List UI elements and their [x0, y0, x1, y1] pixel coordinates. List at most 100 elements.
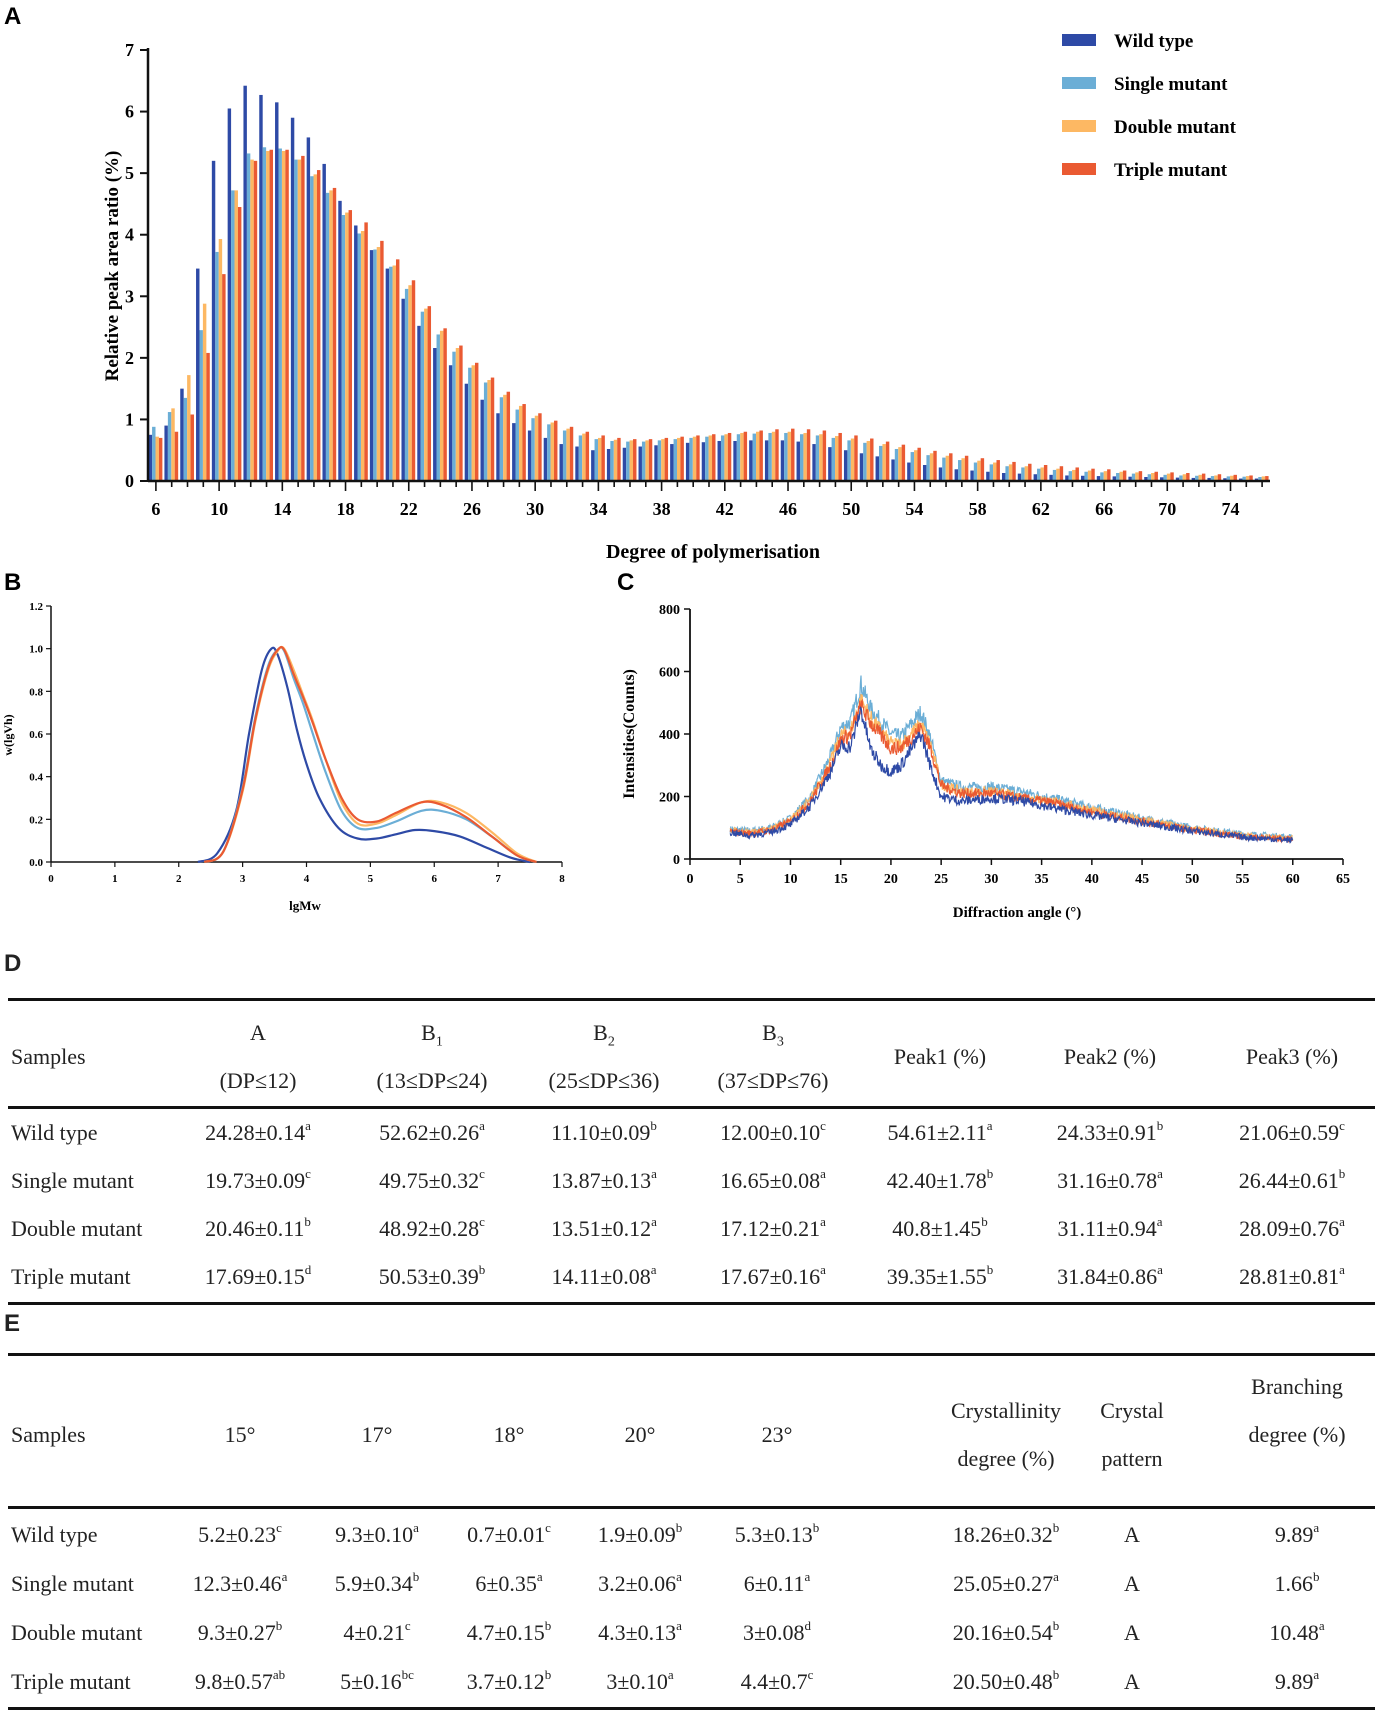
chart-b-ytick-label: 0.8 [29, 686, 43, 698]
bar-double-mutant-dp14 [281, 150, 286, 482]
bar-single-mutant-dp61 [1021, 467, 1025, 481]
bar-wild-type-dp29 [512, 423, 516, 481]
bar-triple-mutant-dp40 [696, 435, 700, 481]
chart-c-xtick-label: 30 [984, 872, 998, 887]
bar-single-mutant-dp35 [610, 440, 614, 481]
table-e-row-double-mutant-label: Double mutant [11, 1620, 143, 1645]
bar-double-mutant-dp47 [803, 432, 807, 481]
bar-double-mutant-dp59 [993, 462, 997, 481]
line-wild-type [197, 646, 531, 864]
chart-b-ytick-label: 0.6 [29, 729, 43, 741]
bar-single-mutant-dp75 [1242, 476, 1246, 481]
bar-double-mutant-dp16 [313, 174, 317, 481]
bar-double-mutant-dp63 [1056, 468, 1060, 481]
table-d-cell-double-mutant-7: 28.09±0.76a [1239, 1214, 1345, 1241]
panel-label-a: A [4, 3, 21, 30]
bar-wild-type-dp52 [875, 456, 879, 481]
bar-triple-mutant-dp66 [1107, 469, 1111, 481]
table-d-cell-triple-mutant-6: 31.84±0.86a [1057, 1262, 1163, 1289]
legend-label-wild-type: Wild type [1114, 31, 1193, 52]
bar-triple-mutant-dp32 [569, 426, 574, 481]
bar-single-mutant-dp8 [183, 397, 188, 481]
table-e-cell-double-mutant-2: 4±0.21c [343, 1618, 411, 1645]
table-e-header-5-line0: 23° [761, 1422, 793, 1447]
bar-double-mutant-dp67 [1119, 471, 1123, 481]
panel-label-d: D [4, 950, 22, 977]
table-d-cell-wild-type-4: 12.00±0.10c [720, 1118, 826, 1145]
bar-wild-type-dp12 [243, 85, 247, 482]
chart-c-xtick-label: 65 [1336, 872, 1350, 887]
chart-a-xtick-label: 6 [151, 499, 160, 519]
bar-single-mutant-dp18 [341, 215, 346, 481]
chart-b-xtick-label: 1 [112, 873, 118, 885]
bar-single-mutant-dp6 [152, 426, 156, 481]
table-e-row-triple-mutant-label: Triple mutant [11, 1669, 131, 1694]
bar-triple-mutant-dp27 [490, 377, 495, 481]
chart-b-xlabel: lgMw [289, 898, 321, 913]
table-e-cell-wild-type-8: 9.89a [1274, 1520, 1320, 1547]
bar-wild-type-dp31 [543, 437, 548, 481]
chart-b-molecular-weight-distribution: 0.0 0.2 0.4 0.6 0.8 1.0 1.2 0 1 2 3 4 5 6 7 8 lgMw w(lgVh… [1, 601, 565, 913]
bar-triple-mutant-dp57 [964, 455, 969, 481]
table-d-cell-single-mutant-4: 16.65±0.08a [720, 1166, 826, 1193]
chart-c-ytick-label: 0 [673, 853, 680, 868]
table-e-cell-wild-type-3: 0.7±0.01c [467, 1520, 551, 1547]
table-d-cell-wild-type-2: 52.62±0.26a [379, 1118, 485, 1145]
table-d-cell-single-mutant-2: 49.75±0.32c [379, 1166, 485, 1193]
bar-single-mutant-dp51 [863, 442, 867, 481]
chart-a-xtick-label: 66 [1095, 499, 1113, 519]
bar-triple-mutant-dp46 [791, 428, 795, 481]
bar-single-mutant-dp41 [705, 436, 709, 481]
bar-single-mutant-dp47 [799, 434, 804, 481]
chart-a-ytick-label: 0 [125, 471, 134, 491]
bar-single-mutant-dp14 [278, 148, 282, 481]
bar-triple-mutant-dp18 [348, 210, 353, 481]
chart-a-xtick-label: 18 [337, 499, 355, 519]
bar-double-mutant-dp60 [1008, 464, 1013, 481]
table-d-header-1-top: A [250, 1020, 266, 1045]
chart-c-xtick-label: 50 [1185, 872, 1199, 887]
bar-double-mutant-dp74 [1230, 475, 1234, 481]
bar-single-mutant-dp59 [989, 464, 994, 481]
bar-wild-type-dp56 [938, 467, 943, 481]
table-e-cell-double-mutant-5: 3±0.08d [742, 1618, 812, 1645]
bar-single-mutant-dp70 [1163, 474, 1167, 481]
bar-single-mutant-dp13 [262, 147, 267, 481]
bar-triple-mutant-dp12 [253, 160, 258, 481]
bar-triple-mutant-dp33 [585, 431, 590, 481]
xrd-line-triple-mutant [729, 698, 1294, 844]
bar-single-mutant-dp20 [373, 249, 377, 481]
table-d-cell-triple-mutant-3: 14.11±0.08a [551, 1262, 657, 1289]
bar-double-mutant-dp39 [677, 437, 681, 481]
bar-triple-mutant-dp37 [648, 439, 653, 481]
bar-wild-type-dp47 [796, 441, 800, 481]
bar-single-mutant-dp62 [1037, 468, 1041, 481]
bar-double-mutant-dp45 [771, 431, 776, 481]
chart-c-xlabel: Diffraction angle (°) [953, 905, 1081, 921]
bar-wild-type-dp27 [480, 399, 484, 481]
table-d-header-1-range: (DP≤12) [219, 1068, 297, 1093]
chart-a-xtick-label: 42 [716, 499, 734, 519]
bar-single-mutant-dp37 [641, 441, 646, 481]
bar-double-mutant-dp61 [1024, 466, 1029, 481]
chart-c-xrd-pattern: 0 200 400 600 800 0 5 10 15 20 25 30 35 40 45 50 55 60 65 D… [621, 603, 1350, 921]
chart-a-xtick-label: 14 [273, 499, 291, 519]
bar-triple-mutant-dp34 [601, 435, 605, 481]
table-e-cell-single-mutant-4: 3.2±0.06a [598, 1569, 682, 1596]
bar-double-mutant-dp8 [187, 375, 191, 481]
table-d-cell-triple-mutant-2: 50.53±0.39b [378, 1262, 486, 1289]
bar-double-mutant-dp18 [345, 212, 349, 482]
table-d-cell-wild-type-5: 54.61±2.11a [887, 1118, 993, 1145]
bar-triple-mutant-dp51 [870, 438, 874, 481]
bar-double-mutant-dp35 [613, 439, 618, 481]
table-d-header-3-top: B2 [593, 1020, 615, 1050]
bar-double-mutant-dp7 [171, 408, 175, 481]
bar-triple-mutant-dp26 [474, 362, 479, 481]
table-d-header-rule [8, 1106, 1375, 1109]
bar-single-mutant-dp73 [1210, 476, 1215, 481]
chart-c-xtick-label: 60 [1286, 872, 1300, 887]
bar-double-mutant-dp68 [1135, 472, 1139, 481]
bar-wild-type-dp35 [606, 448, 611, 481]
table-d-cell-double-mutant-6: 31.11±0.94a [1057, 1214, 1163, 1241]
